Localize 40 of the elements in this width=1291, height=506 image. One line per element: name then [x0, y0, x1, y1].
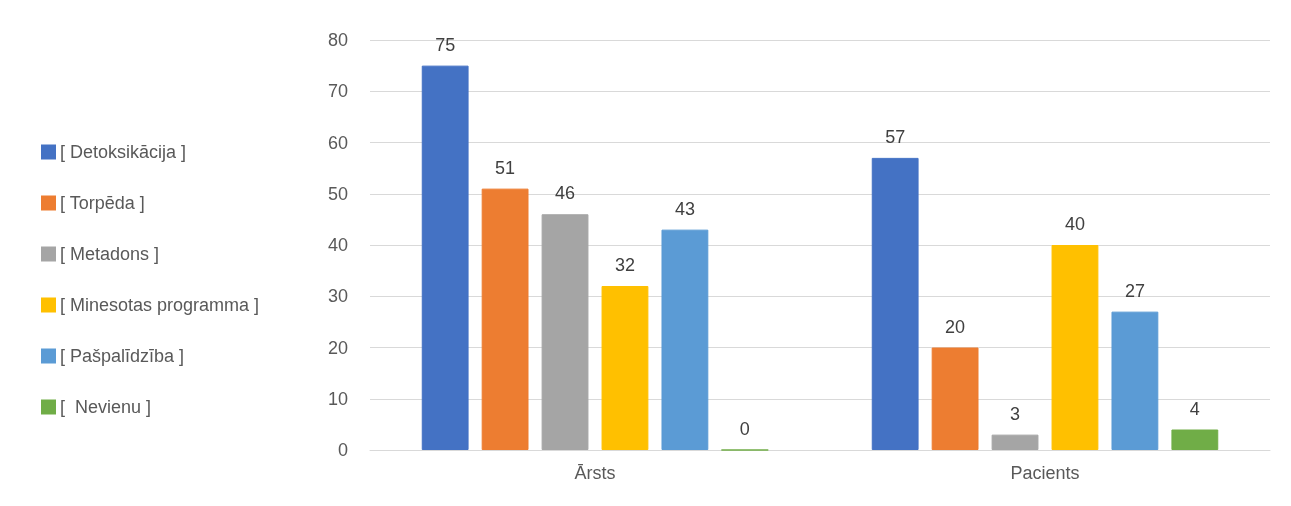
bar	[1111, 311, 1159, 450]
data-label: 46	[555, 183, 576, 204]
legend-label: [ Minesotas programma ]	[60, 295, 260, 315]
y-tick-label: 30	[327, 286, 348, 307]
y-tick-label: 70	[327, 81, 348, 102]
y-tick-label: 60	[327, 132, 348, 153]
bar	[871, 157, 919, 450]
data-label: 43	[674, 198, 695, 219]
legend-label: [ Detoksikācija ]	[60, 142, 187, 162]
bar	[931, 347, 979, 450]
data-label: 32	[614, 255, 635, 275]
y-tick-label: 0	[337, 440, 348, 460]
y-tick-label: 40	[327, 235, 348, 255]
bar	[661, 229, 709, 450]
data-label: 75	[435, 34, 456, 55]
legend-label: [ Pašpalīdzība ]	[60, 346, 185, 366]
data-label: 57	[885, 126, 906, 147]
y-tick-label: 20	[327, 337, 348, 358]
data-label: 27	[1124, 280, 1145, 301]
bar	[1171, 429, 1219, 450]
x-tick-label: Pacients	[1010, 463, 1080, 483]
bar	[421, 65, 469, 450]
data-label: 4	[1189, 398, 1200, 419]
legend-label: [ Torpēda ]	[60, 193, 145, 213]
data-label: 51	[495, 157, 516, 178]
bar	[1051, 245, 1099, 450]
bar	[541, 214, 589, 450]
data-label: 20	[945, 316, 966, 337]
bar	[991, 434, 1039, 450]
data-label: 0	[739, 418, 750, 439]
bar	[601, 286, 649, 450]
bar	[481, 188, 529, 450]
y-tick-label: 50	[327, 183, 348, 204]
y-tick-label: 10	[327, 388, 348, 409]
legend-label: [ Nevienu ]	[60, 397, 152, 417]
data-label: 3	[1010, 403, 1021, 424]
data-label: 40	[1064, 214, 1085, 234]
legend-label: [ Metadons ]	[60, 244, 160, 264]
x-tick-label: Ārsts	[574, 463, 616, 483]
y-tick-label: 80	[327, 30, 348, 50]
